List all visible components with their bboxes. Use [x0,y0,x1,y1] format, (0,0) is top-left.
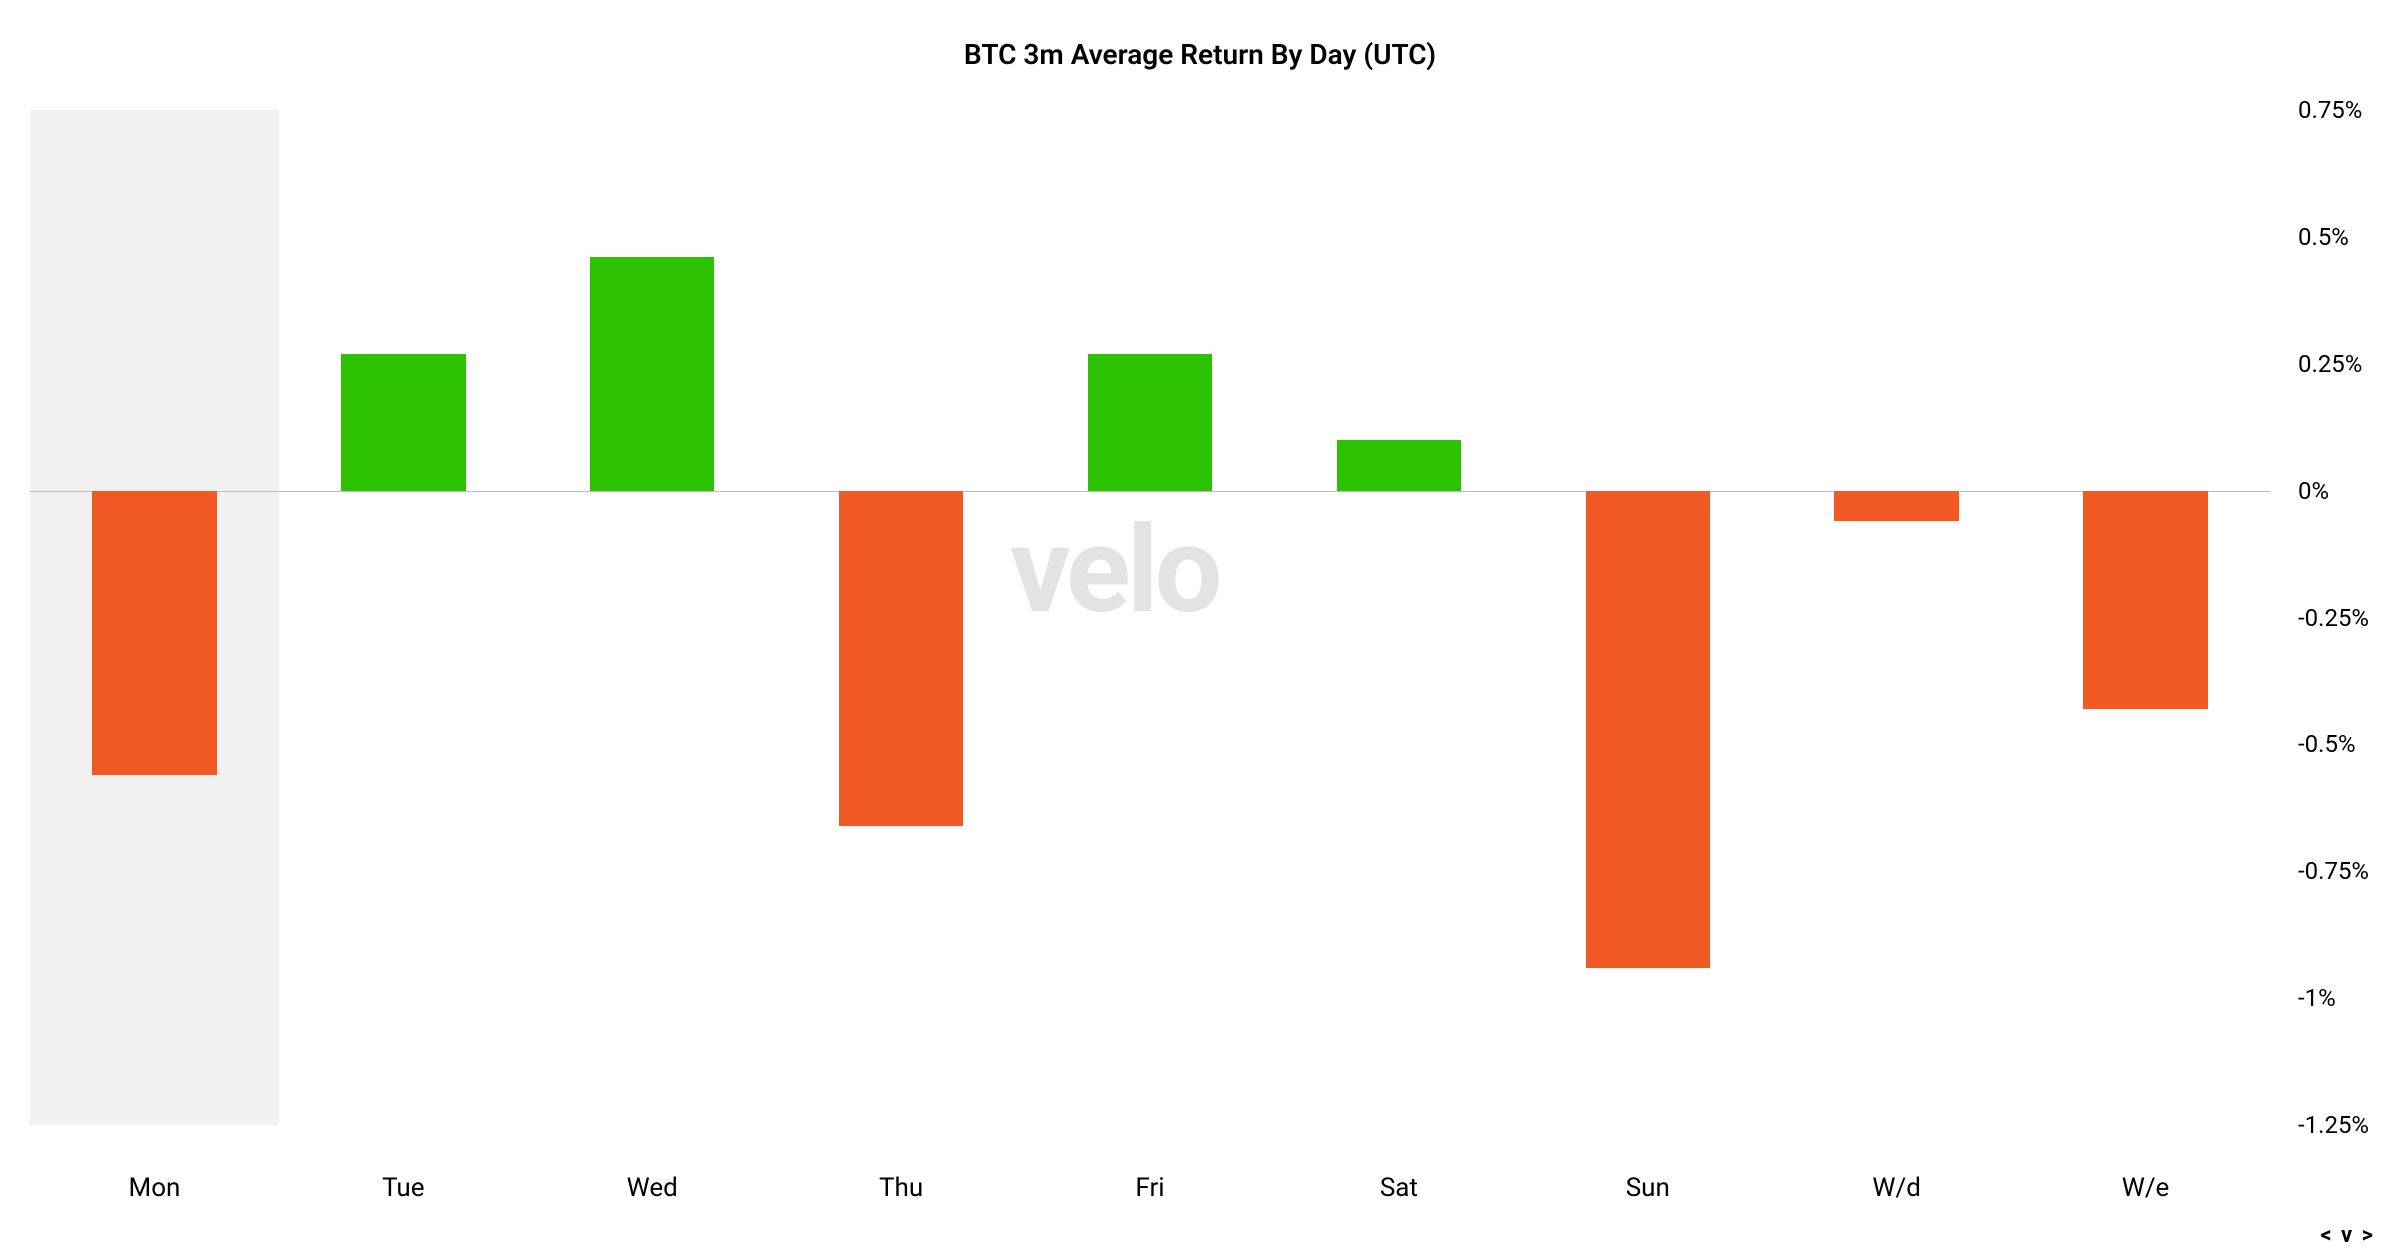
y-tick-label: -1.25% [2298,1111,2369,1139]
watermark-text: velo [1010,501,1218,641]
x-tick-label: Thu [879,1173,923,1203]
bar-thu[interactable] [839,491,963,826]
x-tick-label: Sat [1380,1173,1418,1203]
y-tick-label: 0.75% [2298,96,2362,124]
bar-wed[interactable] [590,257,714,490]
x-tick-label: Fri [1135,1173,1164,1203]
bar-sat[interactable] [1337,440,1461,491]
x-tick-label: Tue [382,1173,424,1203]
x-tick-label: W/e [2122,1173,2170,1203]
x-tick-label: Mon [128,1173,180,1203]
y-tick-label: -0.5% [2298,730,2356,758]
x-tick-label: Wed [627,1173,678,1203]
bar-we[interactable] [2083,491,2207,709]
y-tick-label: -0.25% [2298,604,2369,632]
chart-plot-area: velo [30,110,2270,1125]
bar-fri[interactable] [1088,354,1212,491]
y-tick-label: -1% [2298,984,2336,1012]
y-tick-label: 0% [2298,477,2329,505]
y-tick-label: -0.75% [2298,857,2369,885]
y-tick-label: 0.5% [2298,223,2349,251]
bar-mon[interactable] [92,491,216,775]
bar-sun[interactable] [1586,491,1710,968]
bar-wd[interactable] [1834,491,1958,521]
x-tick-label: Sun [1626,1173,1670,1203]
bar-tue[interactable] [341,354,465,491]
x-tick-label: W/d [1872,1173,1920,1203]
corner-label: < v > [2320,1223,2375,1248]
y-tick-label: 0.25% [2298,350,2362,378]
chart-title: BTC 3m Average Return By Day (UTC) [964,38,1436,71]
